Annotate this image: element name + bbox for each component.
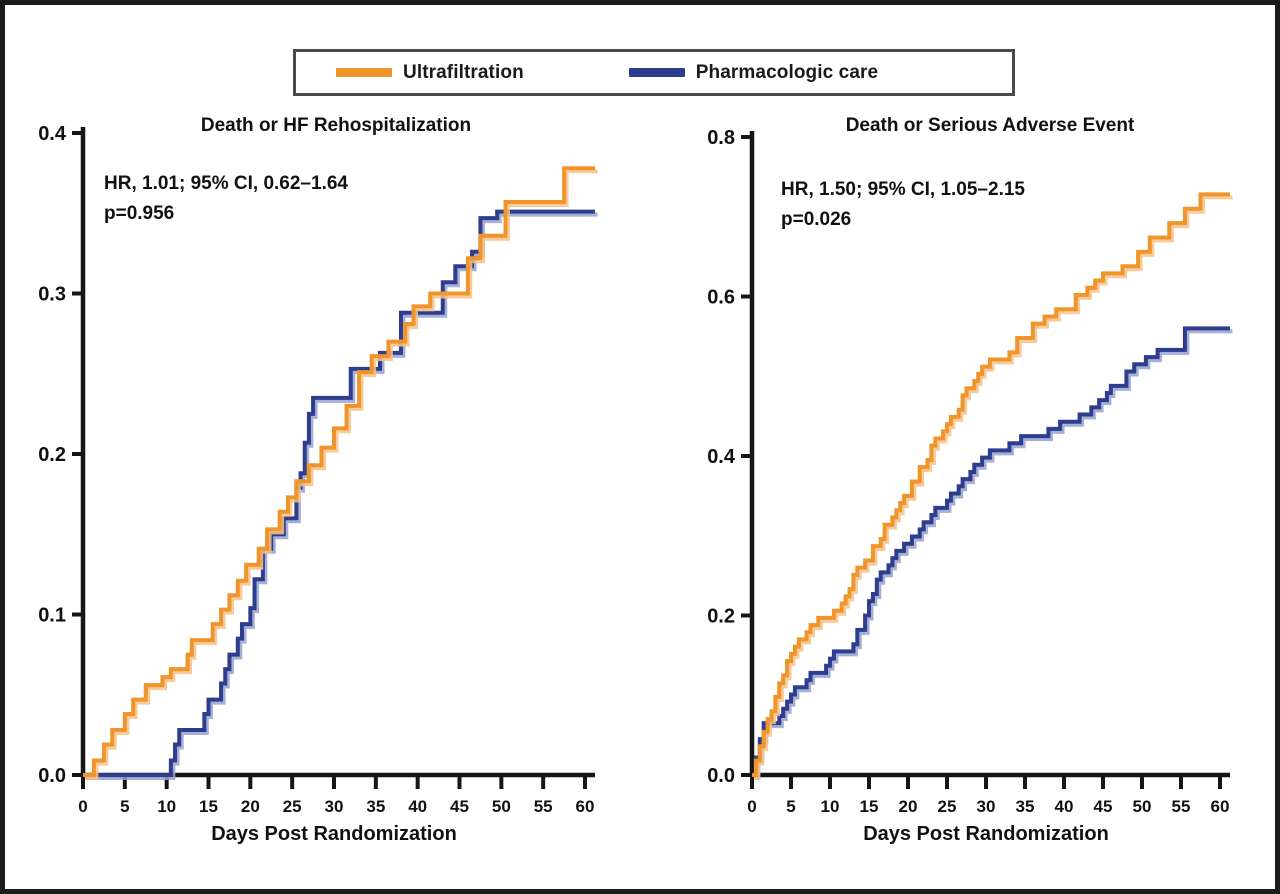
legend-item-pharmacologic-care: Pharmacologic care [628, 61, 879, 84]
x-tick-label-left: 20 [241, 797, 260, 816]
pvalue-annotation-left: p=0.956 [104, 203, 174, 224]
x-tick-label-left: 45 [450, 797, 469, 816]
y-tick-label-left: 0.1 [38, 605, 66, 627]
x-tick-label-right: 45 [1094, 797, 1113, 816]
x-tick-label-right: 25 [938, 797, 957, 816]
x-tick-label-left: 10 [157, 797, 176, 816]
y-tick-label-left: 0.0 [38, 765, 66, 787]
x-axis-title-left: Days Post Randomization [211, 823, 457, 845]
x-tick-label-right: 60 [1211, 797, 1230, 816]
x-tick-label-right: 55 [1172, 797, 1191, 816]
x-tick-label-left: 55 [534, 797, 553, 816]
legend-label-ultrafiltration: Ultrafiltration [403, 61, 524, 83]
pharmacologic-care-line-swatch [628, 68, 685, 77]
x-tick-label-right: 35 [1016, 797, 1035, 816]
series-halo-pharmacologic-care-left [85, 212, 598, 780]
x-tick-label-left: 50 [492, 797, 511, 816]
y-tick-label-right: 0.6 [707, 287, 735, 309]
y-tick-label-right: 0.2 [707, 606, 735, 628]
x-tick-label-left: 25 [283, 797, 302, 816]
y-tick-label-left: 0.4 [38, 123, 67, 145]
series-pharmacologic-care-right [752, 326, 1230, 777]
pvalue-annotation-right: p=0.026 [781, 209, 851, 230]
legend: Ultrafiltration Pharmacologic care [293, 49, 1015, 96]
x-tick-label-right: 50 [1133, 797, 1152, 816]
x-tick-label-left: 0 [78, 797, 87, 816]
x-tick-label-right: 10 [821, 797, 840, 816]
series-halo-ultrafiltration-right [754, 195, 1233, 780]
x-tick-label-right: 40 [1055, 797, 1074, 816]
y-tick-label-left: 0.3 [38, 284, 66, 306]
panel-title-right: Death or Serious Adverse Event [846, 115, 1135, 136]
x-tick-label-right: 5 [786, 797, 795, 816]
x-tick-label-right: 0 [747, 797, 756, 816]
ultrafiltration-line-swatch [336, 68, 392, 77]
y-tick-label-right: 0.8 [707, 127, 735, 149]
kaplan-meier-charts: 0.00.10.20.30.40 5 10 15 20 25 30 35 40 45 50 55 60D… [38, 115, 1233, 845]
series-pharmacologic-care-left [83, 209, 595, 777]
x-tick-label-right: 15 [860, 797, 879, 816]
series-halo-ultrafiltration-left [85, 169, 598, 780]
x-tick-label-left: 35 [366, 797, 385, 816]
x-tick-label-left: 40 [408, 797, 427, 816]
y-tick-label-right: 0.0 [707, 765, 735, 787]
hr-annotation-right: HR, 1.50; 95% CI, 1.05–2.15 [781, 179, 1025, 200]
series-ultrafiltration-right [752, 192, 1230, 777]
x-tick-label-left: 30 [325, 797, 344, 816]
legend-label-pharmacologic-care: Pharmacologic care [695, 61, 879, 83]
y-tick-label-right: 0.4 [707, 446, 736, 468]
legend-item-ultrafiltration: Ultrafiltration [336, 62, 524, 84]
series-ultrafiltration-left [83, 166, 595, 777]
y-tick-label-left: 0.2 [38, 444, 66, 466]
x-tick-label-left: 15 [199, 797, 218, 816]
x-axis-title-right: Days Post Randomization [863, 823, 1109, 845]
hr-annotation-left: HR, 1.01; 95% CI, 0.62–1.64 [104, 173, 348, 194]
series-halo-pharmacologic-care-right [754, 329, 1233, 780]
x-tick-label-left: 60 [576, 797, 595, 816]
panel-title-left: Death or HF Rehospitalization [201, 115, 471, 136]
x-tick-label-right: 30 [977, 797, 996, 816]
x-tick-label-right: 20 [899, 797, 918, 816]
x-tick-label-left: 5 [120, 797, 129, 816]
